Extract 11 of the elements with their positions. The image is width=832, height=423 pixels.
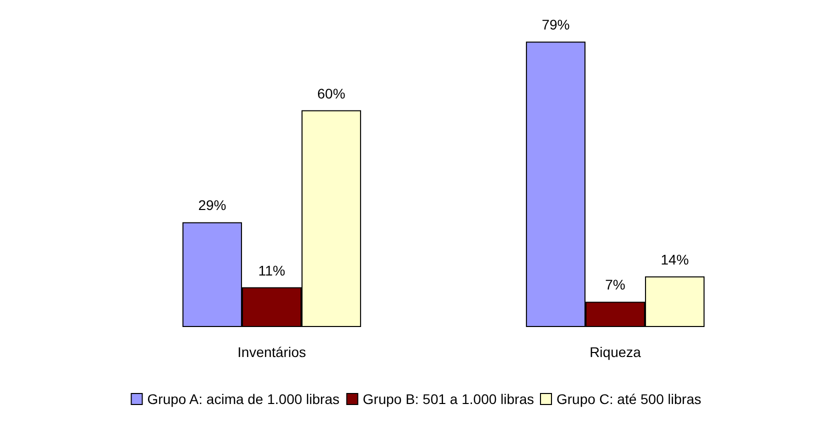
legend-label: Grupo B: 501 a 1.000 libras bbox=[362, 391, 534, 407]
data-label: 7% bbox=[605, 276, 626, 293]
data-label: 14% bbox=[660, 251, 689, 268]
data-label: 29% bbox=[198, 197, 226, 214]
legend-label: Grupo A: acima de 1.000 libras bbox=[147, 391, 340, 407]
data-label: 79% bbox=[542, 16, 570, 33]
x-tick-label: Inventários bbox=[238, 344, 306, 360]
x-tick-label: Riqueza bbox=[590, 344, 642, 360]
data-label: 11% bbox=[258, 262, 286, 278]
data-label: 60% bbox=[317, 85, 346, 102]
legend-label: Grupo C: até 500 libras bbox=[556, 391, 702, 407]
